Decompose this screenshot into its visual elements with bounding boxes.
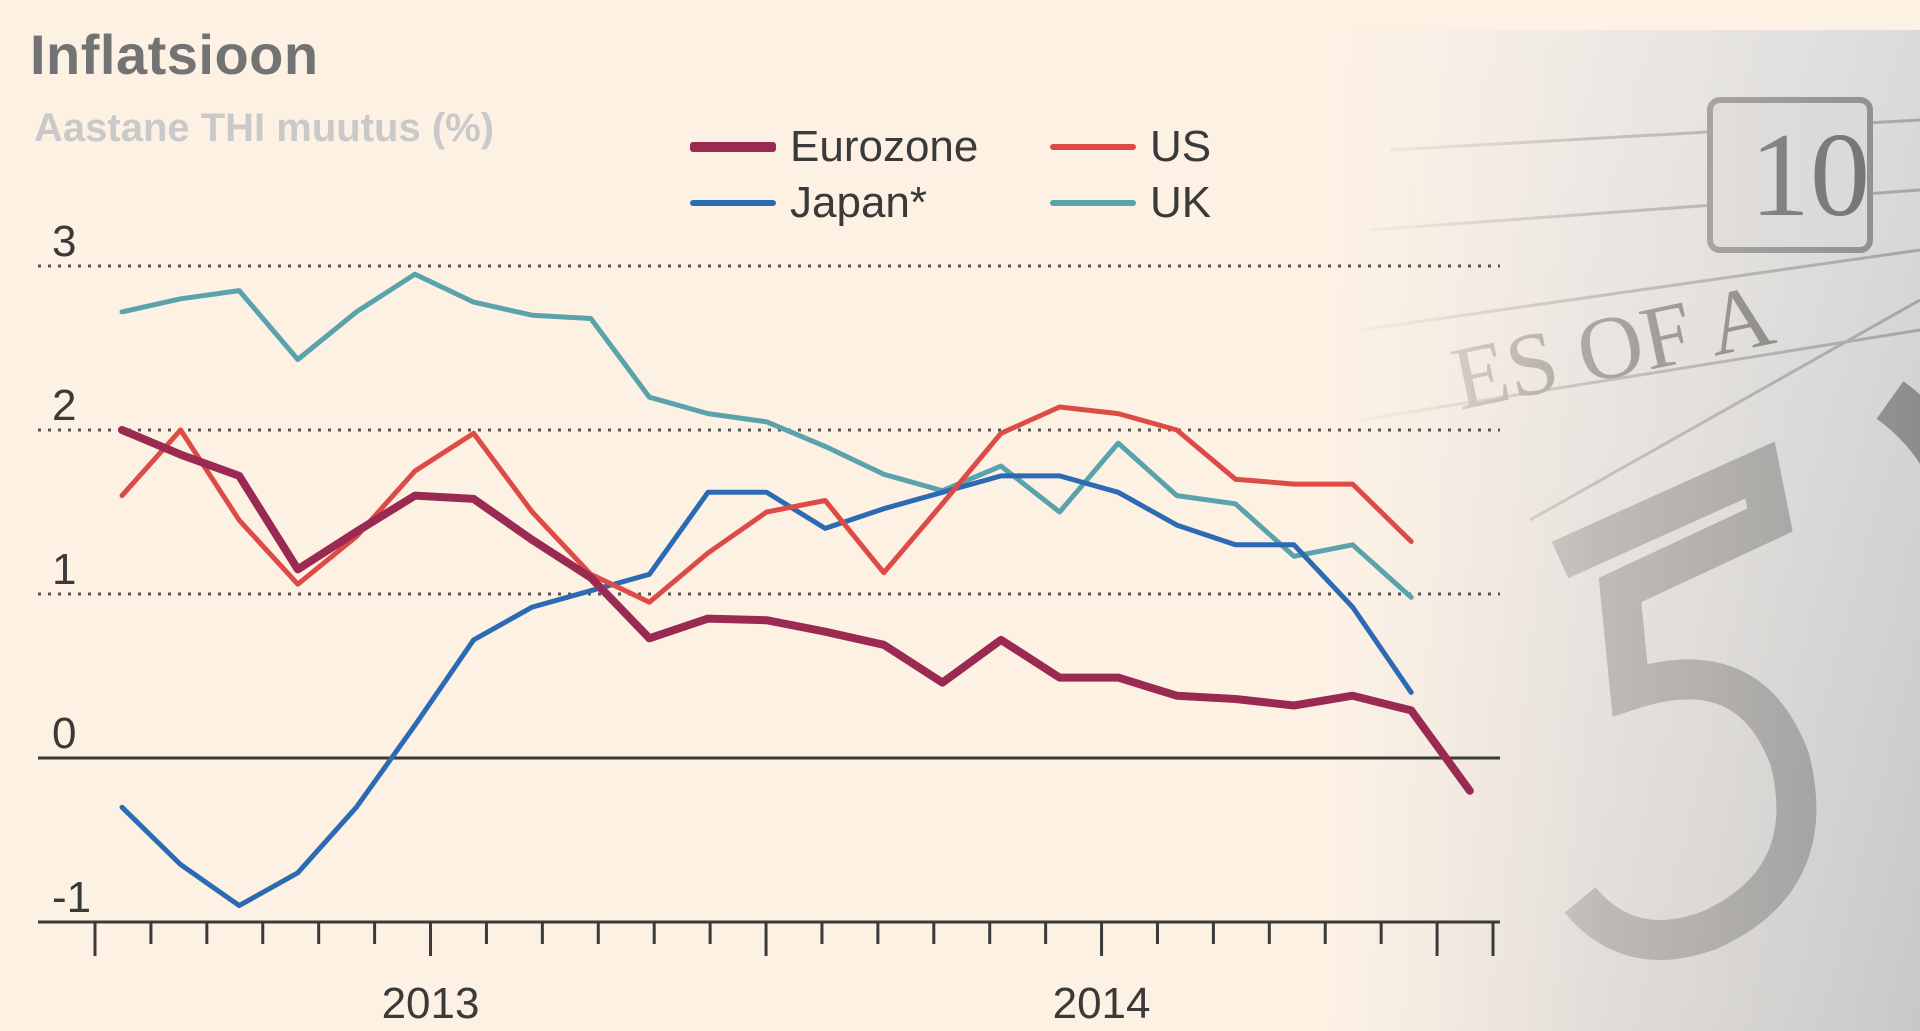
legend-item-us: US xyxy=(1050,122,1211,172)
chart-subtitle: Aastane THI muutus (%) xyxy=(34,106,495,150)
banknotes-background-image: 10 ES OF A xyxy=(1330,0,1920,1031)
y-tick-label: 3 xyxy=(52,217,76,266)
y-tick-label: -1 xyxy=(52,873,91,922)
legend-swatch-uk xyxy=(1050,200,1136,206)
y-tick-label: 0 xyxy=(52,709,76,758)
legend: Eurozone US Japan* UK xyxy=(690,122,1250,232)
chart-title: Inflatsioon xyxy=(30,23,319,86)
legend-label-uk: UK xyxy=(1150,178,1212,227)
series-line-eurozone xyxy=(118,426,1474,795)
series-line-japan xyxy=(119,473,1414,909)
x-tick-label: 2013 xyxy=(382,979,480,1028)
series-line-us xyxy=(119,404,1414,605)
legend-swatch-us xyxy=(1050,144,1136,150)
series-line-uk xyxy=(119,271,1414,600)
legend-swatch-japan xyxy=(690,200,776,206)
legend-label-us: US xyxy=(1150,122,1212,171)
legend-label-japan: Japan* xyxy=(790,178,928,227)
legend-item-japan: Japan* xyxy=(690,178,927,228)
legend-label-eurozone: Eurozone xyxy=(790,122,979,171)
x-tick-label: 2014 xyxy=(1053,979,1151,1028)
legend-swatch-eurozone xyxy=(690,142,776,152)
legend-item-eurozone: Eurozone xyxy=(690,122,978,172)
legend-item-uk: UK xyxy=(1050,178,1211,228)
y-tick-label: 1 xyxy=(52,545,76,594)
y-tick-label: 2 xyxy=(52,381,76,430)
